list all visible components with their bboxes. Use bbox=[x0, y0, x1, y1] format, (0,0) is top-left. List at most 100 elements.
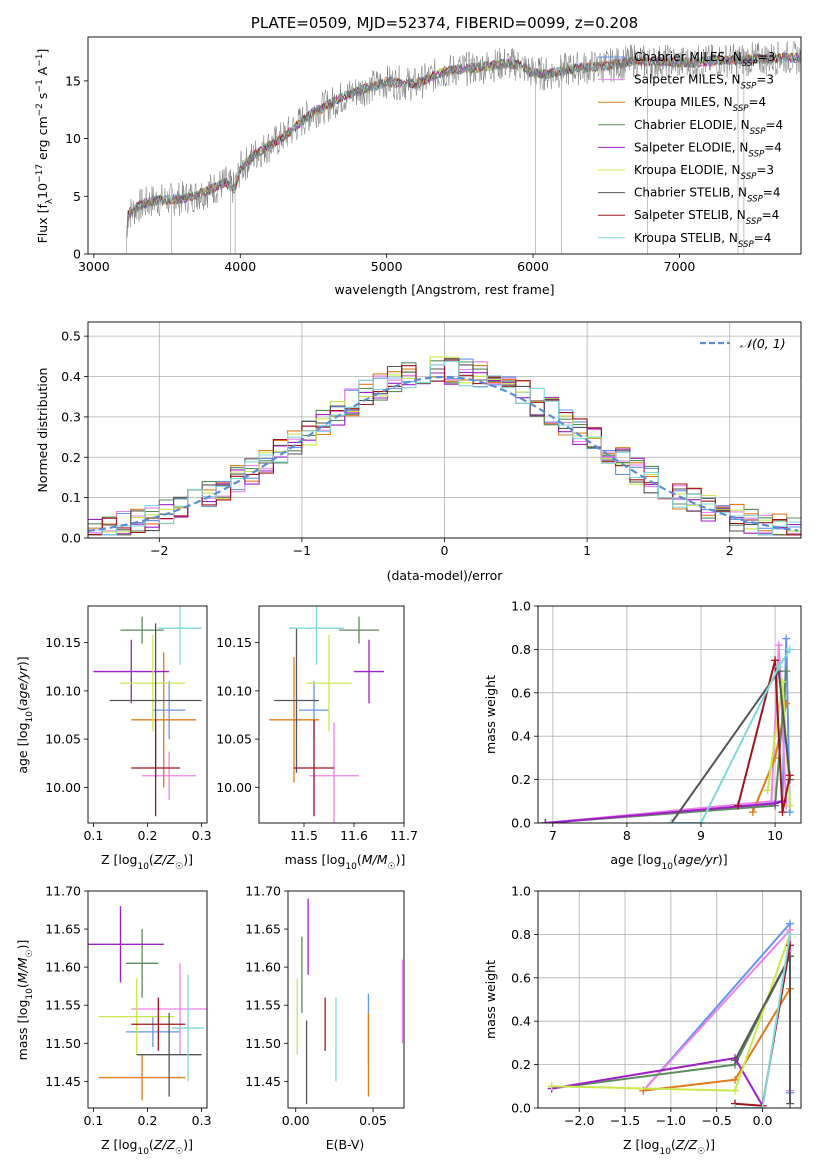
y-tick-label: 10.10 bbox=[45, 683, 81, 698]
weight-marker bbox=[774, 662, 783, 671]
text-part: ☉ bbox=[697, 1147, 705, 1157]
y-tick-label: 10.10 bbox=[216, 683, 252, 698]
weight-line bbox=[545, 671, 788, 823]
errorbar-point bbox=[98, 978, 175, 1055]
y-tick-label: 10.05 bbox=[45, 732, 81, 747]
axes-frame bbox=[258, 605, 405, 824]
text-part: age/yr bbox=[678, 852, 719, 867]
legend-entry: Chabrier STELIB, NSSP=4 bbox=[634, 186, 781, 205]
errorbar-point bbox=[125, 1016, 180, 1048]
text-part: =3 bbox=[758, 50, 776, 64]
y-tick-label: 0.1 bbox=[61, 490, 81, 505]
text-part: age [log bbox=[15, 722, 30, 773]
errorbar-point bbox=[131, 719, 180, 817]
x-tick-label: 0.2 bbox=[138, 1113, 158, 1128]
weight-line bbox=[737, 659, 791, 814]
x-tick-label: 11.7 bbox=[390, 828, 418, 843]
plot-area bbox=[125, 40, 801, 254]
y-tick-label: 0.2 bbox=[511, 1057, 531, 1072]
x-tick-label: 0.1 bbox=[83, 828, 103, 843]
text-part: −17 bbox=[35, 164, 45, 183]
x-tick-label: 11.5 bbox=[290, 828, 318, 843]
text-part: Z [log bbox=[101, 852, 137, 867]
y-tick-label: 11.50 bbox=[45, 1036, 81, 1051]
errorbar-point bbox=[125, 929, 159, 998]
text-part: Chabrier MILES, N bbox=[634, 50, 742, 64]
y-tick-label: 11.55 bbox=[45, 998, 81, 1013]
text-part: SSP bbox=[741, 172, 758, 182]
y-tick-label: 10.15 bbox=[45, 635, 81, 650]
axes-mass_weight_vs_age: 7 8 9 10 0.0 0.2 0.4 0.6 0.8 1.0 mass weight age [l… bbox=[483, 599, 802, 872]
x-tick-label: 1 bbox=[583, 543, 591, 558]
text-part: erg cm bbox=[35, 116, 50, 164]
weight-marker bbox=[734, 801, 743, 810]
axes-frame bbox=[87, 36, 802, 255]
errorbar-point bbox=[120, 634, 186, 732]
axes-mass_vs_z: 0.1 0.2 0.3 11.45 11.50 11.55 11.60 11.65 11.70 Z… bbox=[15, 884, 212, 1158]
text-part: age [log bbox=[610, 852, 661, 867]
text-part: Z/Z bbox=[153, 852, 176, 867]
x-tick-label: 0.0 bbox=[753, 1113, 773, 1128]
x-axis-label: wavelength [Angstrom, rest frame] bbox=[334, 282, 554, 297]
text-part: 10 bbox=[662, 862, 674, 872]
text-part: 10 bbox=[137, 1147, 149, 1157]
errorbar-point bbox=[136, 1012, 202, 1097]
weight-marker bbox=[778, 808, 787, 817]
x-tick-label: −2.0 bbox=[564, 1113, 594, 1128]
x-tick-label: 0.3 bbox=[192, 1113, 212, 1128]
axes-mass_weight_vs_z: −2.0 −1.5 −1.0 −0.5 0.0 0.0 0.2 0.4 0.6 0.8 1.0 mas… bbox=[483, 884, 802, 1157]
y-tick-label: 0.8 bbox=[511, 927, 531, 942]
weight-marker bbox=[541, 819, 550, 823]
text-part: Z/Z bbox=[675, 1137, 698, 1152]
x-axis-label: Z [log10(Z/Z☉)] bbox=[101, 852, 193, 872]
weight-line bbox=[545, 644, 788, 823]
text-part: =3 bbox=[756, 73, 774, 87]
x-tick-label: 9 bbox=[697, 828, 705, 843]
text-part: Salpeter STELIB, N bbox=[634, 208, 746, 222]
text-part: M/M bbox=[15, 957, 30, 983]
data-line bbox=[125, 40, 801, 254]
plot-area bbox=[538, 891, 801, 1108]
text-part: Chabrier ELODIE, N bbox=[634, 118, 750, 132]
y-tick-label: 0.4 bbox=[511, 729, 531, 744]
text-part: =4 bbox=[765, 118, 783, 132]
text-part: s bbox=[35, 93, 50, 104]
errorbar-point bbox=[339, 616, 379, 644]
x-tick-label: 7000 bbox=[664, 259, 696, 274]
y-axis-label: Normed distribution bbox=[35, 368, 50, 493]
y-tick-label: 11.45 bbox=[245, 1074, 281, 1089]
weight-marker bbox=[774, 641, 783, 650]
text-part: SSP bbox=[738, 240, 755, 250]
weight-marker bbox=[786, 1099, 795, 1108]
text-part: )] bbox=[718, 852, 728, 867]
weight-marker bbox=[696, 819, 705, 823]
text-part: ( bbox=[673, 852, 678, 867]
axes-spectrum: 3000 4000 5000 6000 7000 0 5 10 15 PLATE=0509, MJ… bbox=[35, 14, 802, 297]
x-tick-label: 7 bbox=[549, 828, 557, 843]
y-tick-label: 5 bbox=[73, 189, 81, 204]
text-part: Z [log bbox=[101, 1137, 137, 1152]
plot-area bbox=[269, 606, 384, 823]
axes-frame bbox=[537, 890, 802, 1109]
text-part: )] bbox=[15, 940, 30, 950]
text-part: 10 bbox=[137, 862, 149, 872]
text-part: SSP bbox=[733, 104, 750, 114]
text-part: ( bbox=[357, 852, 362, 867]
plot-area bbox=[538, 606, 801, 823]
text-part: Kroupa MILES, N bbox=[634, 95, 733, 109]
text-part: )] bbox=[183, 1137, 193, 1152]
errorbar-point bbox=[131, 652, 197, 788]
text-part: SSP bbox=[741, 82, 758, 92]
y-tick-label: 0.2 bbox=[61, 450, 81, 465]
weight-marker bbox=[758, 1104, 767, 1108]
x-tick-label: −1 bbox=[293, 543, 311, 558]
y-tick-label: 10.15 bbox=[216, 635, 252, 650]
errorbar-point bbox=[152, 681, 186, 740]
weight-marker bbox=[785, 645, 794, 654]
y-tick-label: 11.45 bbox=[45, 1074, 81, 1089]
histogram-step bbox=[88, 359, 801, 536]
weight-marker bbox=[748, 808, 757, 817]
text-part: Chabrier STELIB, N bbox=[634, 186, 747, 200]
legend-entry: Kroupa MILES, NSSP=4 bbox=[634, 95, 766, 114]
